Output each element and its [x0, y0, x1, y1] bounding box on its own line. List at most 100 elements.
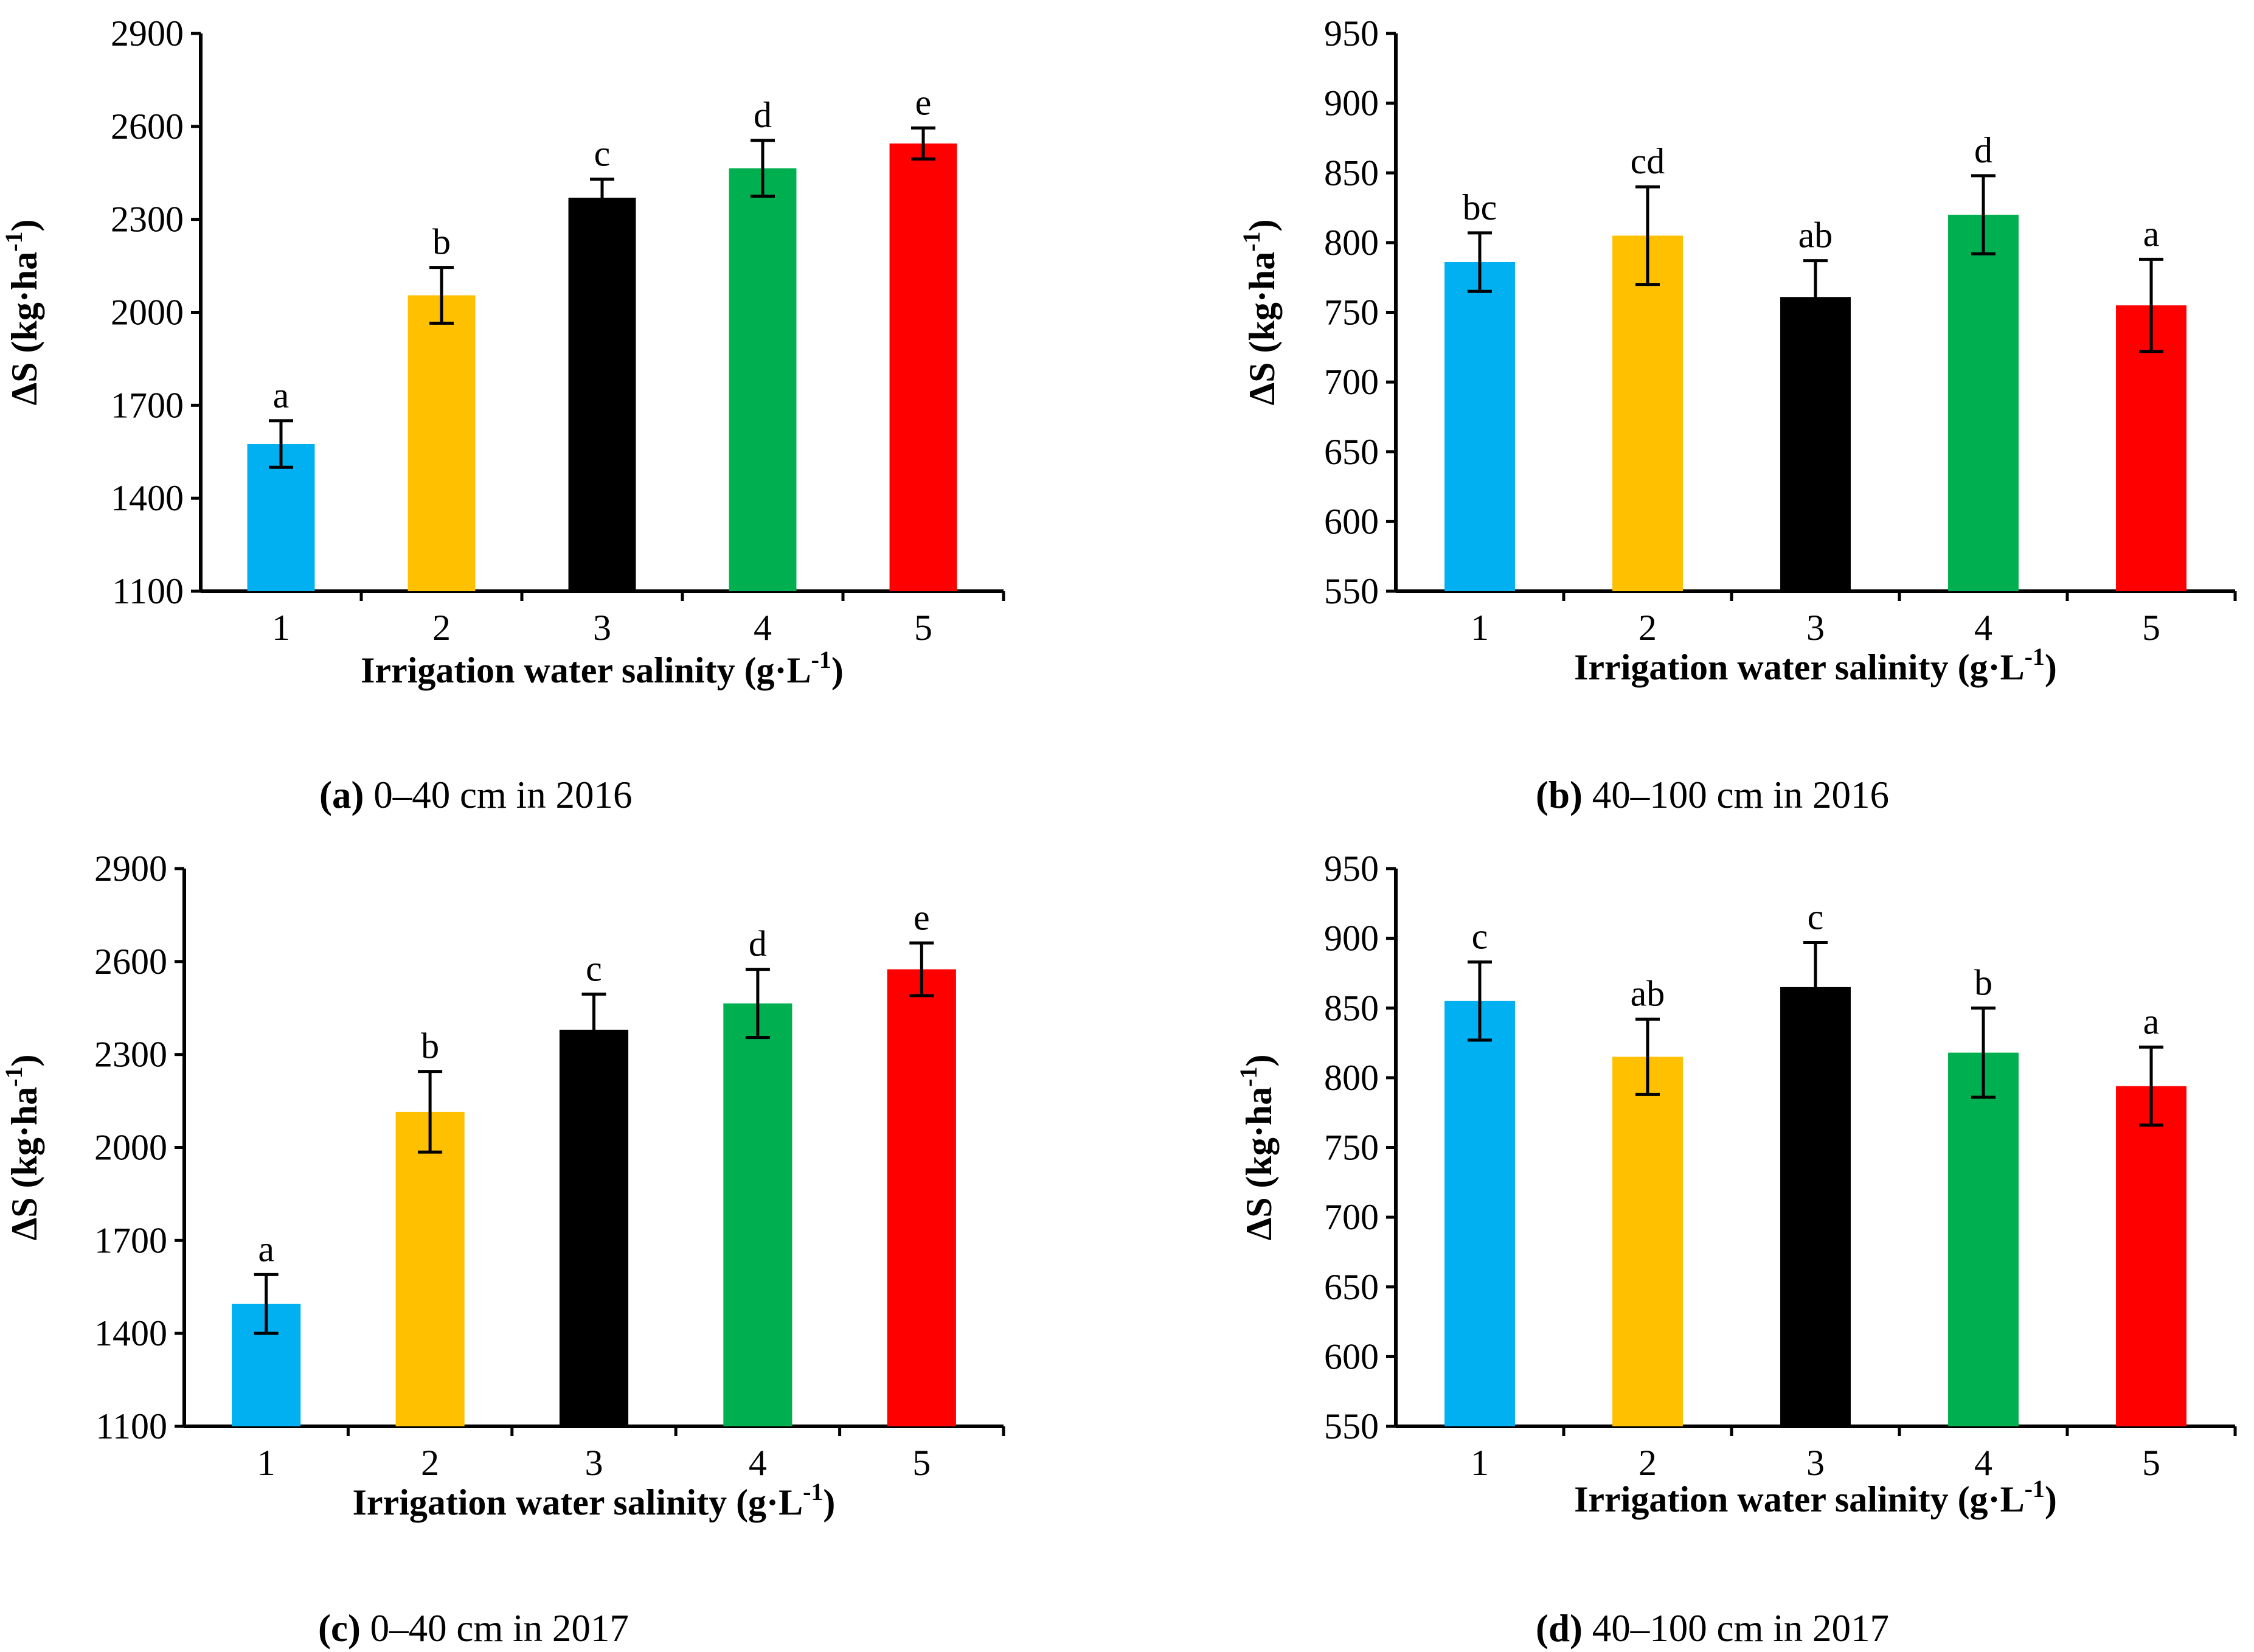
x-tick-label: 4	[1974, 1443, 1992, 1483]
y-axis-title-unit: (kg·ha	[1239, 1087, 1279, 1189]
y-tick-label: 550	[1324, 1406, 1379, 1446]
panel-caption-letter: (a)	[319, 774, 373, 816]
y-tick-label: 2000	[94, 1128, 167, 1168]
error-bar	[911, 126, 935, 161]
y-tick-label: 900	[1324, 83, 1379, 123]
bar-salinity-2	[395, 1111, 465, 1426]
panel-caption-text: 0–40 cm in 2016	[373, 774, 632, 816]
panel-caption-letter: (c)	[318, 1607, 370, 1650]
x-tick-label: 5	[914, 608, 932, 648]
error-bar	[590, 177, 614, 218]
significance-label: ab	[1798, 215, 1833, 255]
significance-label: ab	[1631, 974, 1665, 1014]
significance-label: a	[273, 375, 290, 415]
x-tick-label: 1	[272, 608, 290, 648]
y-tick-label: 2900	[111, 13, 184, 54]
y-axis-title: ΔS (kg·ha-1)	[0, 1054, 44, 1240]
error-bar	[1803, 941, 1828, 1033]
x-tick-label: 1	[1471, 1443, 1489, 1483]
significance-label: a	[2143, 213, 2160, 254]
y-axis-title: ΔS (kg·ha-1)	[0, 219, 44, 405]
panel-caption: (c) 0–40 cm in 2017	[318, 1607, 629, 1650]
x-axis-title-sup: -1	[2025, 1475, 2045, 1502]
error-bar	[418, 1070, 443, 1154]
y-tick-label: 850	[1324, 153, 1379, 193]
y-axis-title-close: )	[1239, 1054, 1279, 1066]
error-bar	[1803, 259, 1828, 335]
bar-salinity-1	[1444, 1001, 1515, 1426]
significance-label: c	[586, 948, 602, 988]
x-axis-title: Irrigation water salinity (g·L-1)	[361, 646, 844, 690]
panel-caption-letter: (b)	[1536, 774, 1592, 816]
error-bar	[1635, 1018, 1660, 1096]
x-axis-title-sup: -1	[811, 646, 831, 673]
x-axis-title: Irrigation water salinity (g·L-1)	[353, 1478, 836, 1522]
x-axis-title-main: Irrigation water salinity (g·L	[1574, 647, 2025, 687]
y-axis-title-main: ΔS	[1242, 353, 1282, 406]
y-tick-label: 1100	[95, 1406, 167, 1446]
significance-label: d	[1974, 130, 1992, 170]
y-tick-label: 950	[1324, 13, 1379, 54]
bar-salinity-4	[723, 1003, 792, 1426]
significance-label: bc	[1463, 187, 1497, 227]
x-tick-label: 2	[1638, 1443, 1657, 1483]
bar-salinity-5	[887, 969, 956, 1426]
x-axis-title-close: )	[2045, 647, 2057, 687]
y-tick-label: 900	[1324, 918, 1379, 959]
error-bar	[1468, 231, 1492, 293]
y-tick-label: 700	[1324, 1197, 1379, 1237]
x-axis-title: Irrigation water salinity (g·L-1)	[1574, 1475, 2057, 1519]
error-bar	[581, 992, 606, 1067]
error-bar	[1635, 185, 1660, 286]
significance-label: e	[915, 82, 932, 122]
x-tick-label: 5	[2142, 608, 2160, 648]
significance-label: cd	[1631, 141, 1665, 181]
error-bar	[2139, 257, 2163, 353]
x-tick-label: 3	[1806, 608, 1825, 648]
bar-salinity-3	[568, 198, 636, 591]
y-tick-label: 750	[1324, 1128, 1379, 1168]
significance-label: d	[749, 924, 767, 964]
x-tick-label: 4	[1974, 608, 1992, 648]
y-axis-title-close: )	[1242, 219, 1282, 231]
y-tick-label: 600	[1324, 1336, 1379, 1376]
x-axis-title-sup: -1	[2025, 643, 2045, 670]
x-tick-label: 1	[257, 1443, 276, 1483]
error-bar	[269, 419, 293, 469]
panel-caption: (b) 40–100 cm in 2016	[1536, 774, 1889, 816]
x-axis-title-close: )	[823, 1482, 835, 1522]
error-bar	[909, 941, 934, 998]
bar-salinity-4	[729, 168, 797, 591]
y-tick-label: 1700	[94, 1220, 167, 1260]
error-bar	[745, 968, 770, 1039]
y-axis-title-main: ΔS	[1239, 1189, 1279, 1241]
y-tick-label: 2600	[111, 106, 184, 147]
y-tick-label: 650	[1324, 1267, 1379, 1307]
significance-label: c	[594, 133, 611, 173]
panel-caption: (a) 0–40 cm in 2016	[319, 774, 632, 816]
significance-label: b	[1974, 962, 1992, 1002]
bar-salinity-4	[1948, 215, 2019, 591]
x-tick-label: 2	[421, 1443, 439, 1483]
significance-label: a	[258, 1229, 274, 1269]
chart-panel-d: 550 600 650 700 750 800 850 900 950 c 1 ab 2 c 3 b 4 a 5 Ir…	[1235, 849, 2237, 1650]
y-axis-title-close: )	[4, 219, 44, 231]
y-tick-label: 950	[1324, 849, 1379, 889]
x-tick-label: 5	[912, 1443, 931, 1483]
significance-label: e	[914, 897, 930, 937]
error-bar	[254, 1272, 279, 1335]
y-axis-title-unit: (kg·ha	[4, 1087, 44, 1189]
y-axis-title-unit: (kg·ha	[1242, 252, 1282, 353]
y-axis-title: ΔS (kg·ha-1)	[1235, 1054, 1279, 1240]
x-axis-title-close: )	[2045, 1479, 2057, 1519]
x-axis-title-close: )	[831, 650, 844, 690]
y-axis-title-sup: -1	[1238, 231, 1265, 251]
significance-label: d	[754, 95, 772, 135]
panel-caption-text: 40–100 cm in 2017	[1592, 1607, 1889, 1650]
x-tick-label: 5	[2142, 1443, 2160, 1483]
significance-label: c	[1808, 897, 1824, 937]
bar-salinity-1	[1444, 262, 1515, 592]
y-tick-label: 850	[1324, 988, 1379, 1028]
y-axis-title: ΔS (kg·ha-1)	[1238, 219, 1282, 405]
